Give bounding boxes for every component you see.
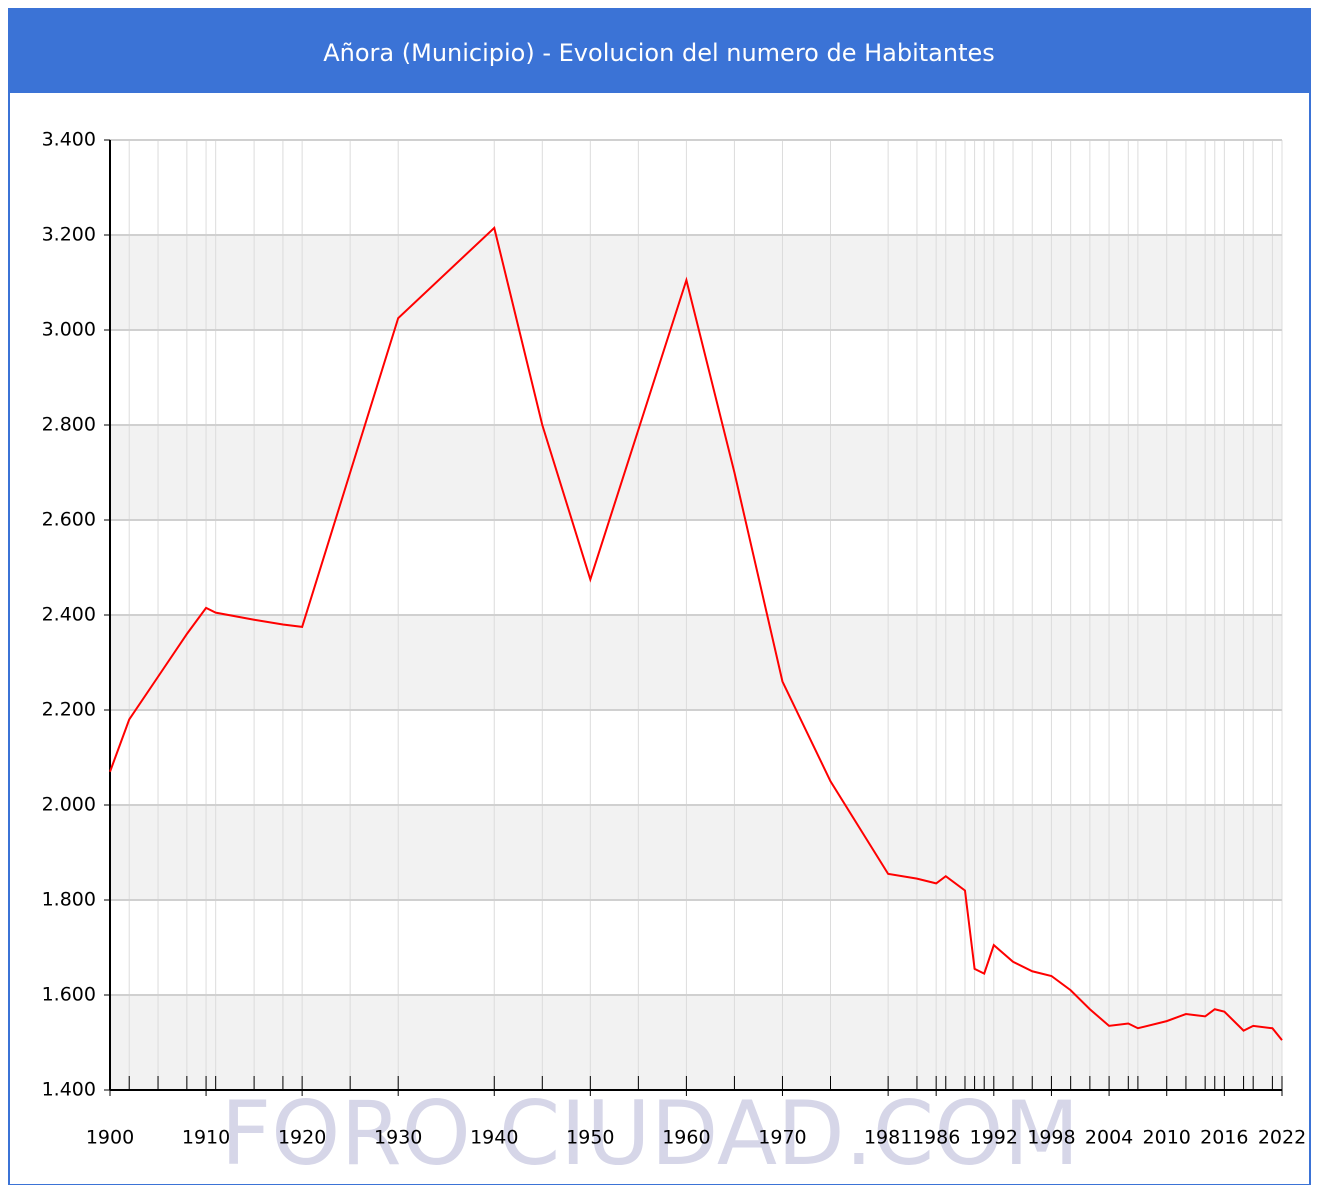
x-tick-label: 1900: [86, 1127, 134, 1149]
x-tick-label: 1910: [182, 1127, 230, 1149]
grid-band: [110, 805, 1282, 900]
y-tick-label: 1.600: [42, 984, 96, 1006]
x-tick-label: 1960: [662, 1127, 710, 1149]
grid-band: [110, 615, 1282, 710]
x-tick-label: 1981: [864, 1127, 912, 1149]
x-tick-label: 1940: [470, 1127, 518, 1149]
frame: [8, 8, 1311, 1185]
x-tick-label: 1920: [278, 1127, 326, 1149]
y-tick-label: 2.200: [42, 699, 96, 721]
x-tick-label: 2010: [1143, 1127, 1191, 1149]
x-tick-label: 1930: [374, 1127, 422, 1149]
watermark: FORO CIUDAD.COM: [221, 1082, 1080, 1185]
y-tick-label: 2.600: [42, 509, 96, 531]
x-tick-label: 1998: [1027, 1127, 1075, 1149]
x-tick-label: 1950: [566, 1127, 614, 1149]
y-tick-label: 3.400: [42, 129, 96, 151]
x-tick-label: 1970: [758, 1127, 806, 1149]
grid-band: [110, 995, 1282, 1090]
x-tick-label: 2016: [1200, 1127, 1248, 1149]
x-tick-label: 2004: [1085, 1127, 1133, 1149]
chart-title: Añora (Municipio) - Evolucion del numero…: [323, 39, 995, 67]
y-tick-label: 1.400: [42, 1079, 96, 1101]
x-tick-label: 1986: [912, 1127, 960, 1149]
y-tick-label: 3.200: [42, 224, 96, 246]
y-tick-label: 2.000: [42, 794, 96, 816]
x-tick-label: 2022: [1258, 1127, 1306, 1149]
grid-band: [110, 235, 1282, 330]
y-tick-label: 1.800: [42, 889, 96, 911]
title-bar: [9, 9, 1310, 93]
y-tick-label: 3.000: [42, 319, 96, 341]
x-tick-label: 1992: [970, 1127, 1018, 1149]
y-tick-label: 2.400: [42, 604, 96, 626]
grid-band: [110, 425, 1282, 520]
data-line: [109, 225, 1283, 1041]
y-tick-label: 2.800: [42, 414, 96, 436]
